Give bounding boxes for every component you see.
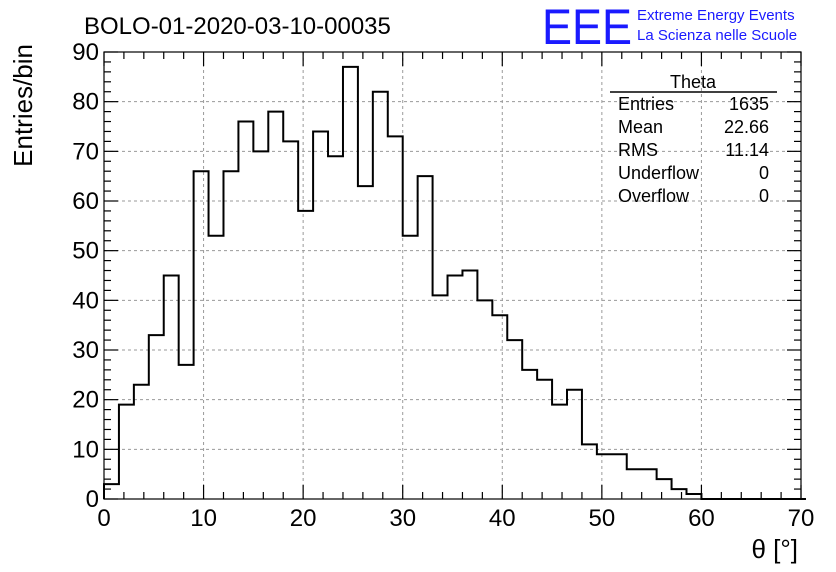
stats-label: Underflow [618, 163, 700, 183]
y-tick-label: 60 [72, 188, 99, 215]
histogram-line [103, 65, 806, 500]
x-tick-label: 10 [190, 505, 217, 532]
x-tick-label: 50 [589, 505, 616, 532]
stats-rows: Entries 1635 Mean 22.66 RMS 11.14 Underflow 0 Ov… [618, 94, 769, 206]
stats-value: 0 [759, 186, 769, 206]
x-tick-label: 30 [389, 505, 416, 532]
y-tick-label: 90 [72, 39, 99, 66]
y-tick-label: 80 [72, 89, 99, 116]
stats-label: Mean [618, 117, 663, 137]
stats-label: Overflow [618, 186, 690, 206]
y-tick-label: 0 [86, 486, 99, 513]
x-tick-label: 70 [788, 505, 815, 532]
x-tick-labels: 0 10 20 30 40 50 60 70 [97, 505, 814, 532]
axis-ticks [103, 51, 802, 500]
grid-lines [104, 52, 801, 499]
y-tick-label: 30 [72, 337, 99, 364]
y-tick-label: 20 [72, 387, 99, 414]
logo-line2: La Scienza nelle Scuole [637, 27, 797, 44]
stats-name: Theta [670, 72, 717, 92]
eee-logo-mark: EEE [542, 0, 632, 55]
stats-value: 22.66 [724, 117, 769, 137]
y-axis-title: Entries/bin [8, 44, 38, 167]
y-tick-label: 50 [72, 238, 99, 265]
y-tick-label: 10 [72, 436, 99, 463]
stats-label: Entries [618, 94, 674, 114]
y-tick-label: 70 [72, 138, 99, 165]
stats-box: Theta Entries 1635 Mean 22.66 RMS 11.14 Underf… [610, 72, 777, 206]
chart-title: BOLO-01-2020-03-10-00035 [84, 13, 391, 40]
x-tick-label: 60 [688, 505, 715, 532]
x-tick-label: 40 [489, 505, 516, 532]
y-tick-labels: 0 10 20 30 40 50 60 70 80 90 [72, 39, 99, 513]
x-tick-label: 20 [290, 505, 317, 532]
plot-frame [103, 51, 802, 500]
x-tick-label: 0 [97, 505, 110, 532]
stats-value: 0 [759, 163, 769, 183]
stats-value: 1635 [729, 94, 769, 114]
x-axis-title: θ [°] [751, 534, 798, 564]
stats-value: 11.14 [725, 140, 769, 160]
y-tick-label: 40 [72, 287, 99, 314]
stats-label: RMS [618, 140, 658, 160]
logo-line1: Extreme Energy Events [637, 7, 795, 24]
